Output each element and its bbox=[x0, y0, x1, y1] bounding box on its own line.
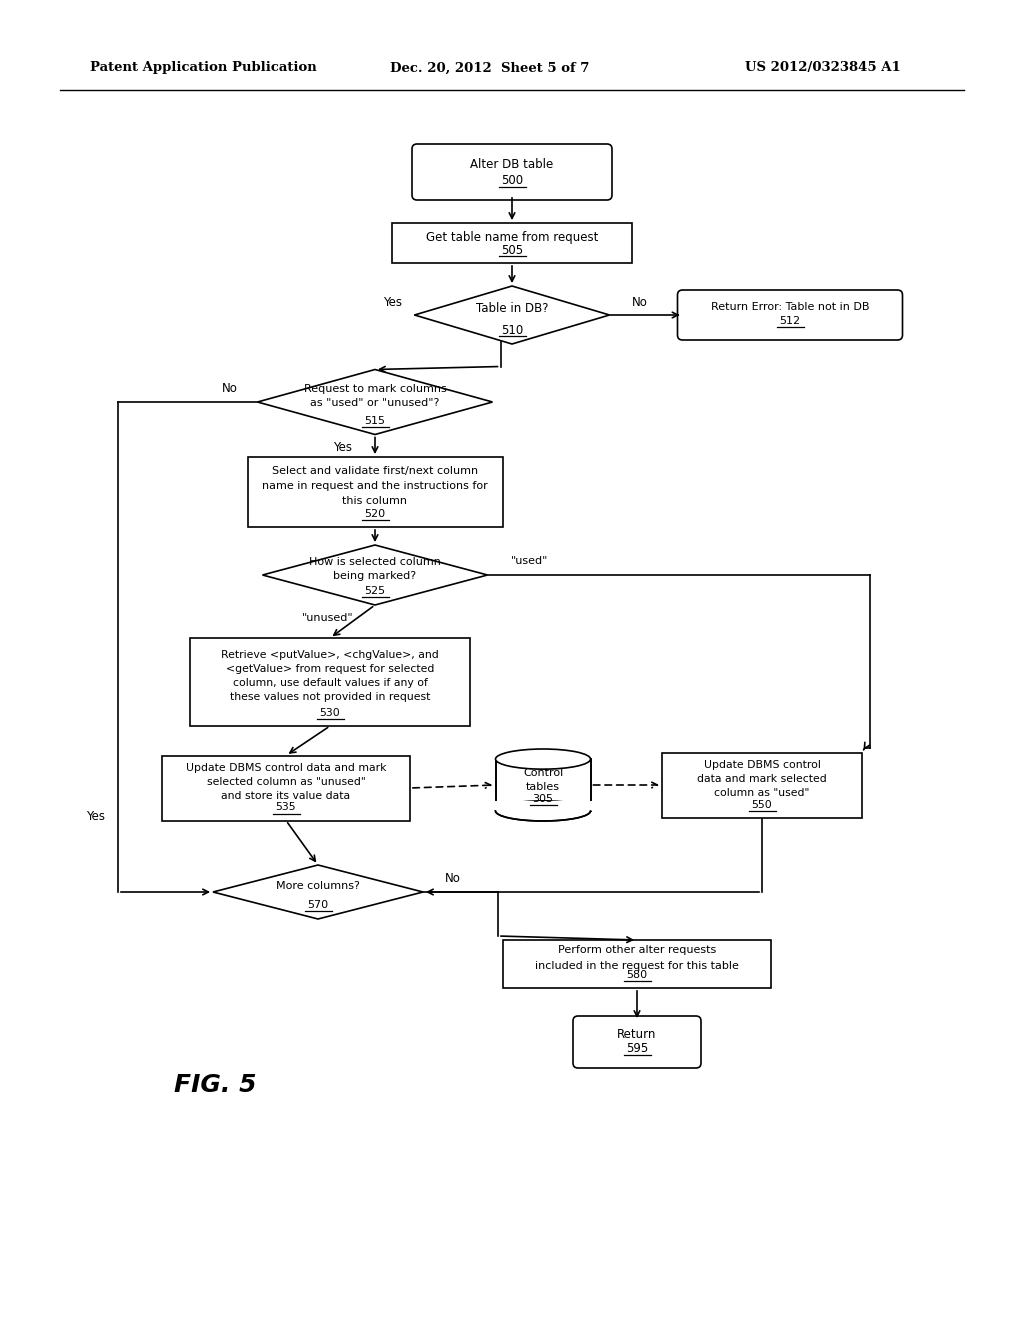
Text: selected column as "unused": selected column as "unused" bbox=[207, 777, 366, 787]
Text: <getValue> from request for selected: <getValue> from request for selected bbox=[226, 664, 434, 673]
Text: 570: 570 bbox=[307, 900, 329, 909]
Text: 550: 550 bbox=[752, 800, 772, 809]
Text: tables: tables bbox=[526, 781, 560, 792]
Text: these values not provided in request: these values not provided in request bbox=[229, 693, 430, 702]
FancyBboxPatch shape bbox=[573, 1016, 701, 1068]
Text: No: No bbox=[632, 297, 647, 309]
Text: US 2012/0323845 A1: US 2012/0323845 A1 bbox=[745, 62, 901, 74]
Text: Return Error: Table not in DB: Return Error: Table not in DB bbox=[711, 302, 869, 312]
Text: 530: 530 bbox=[319, 708, 340, 718]
Polygon shape bbox=[213, 865, 423, 919]
Bar bbox=[662, 752, 862, 817]
Polygon shape bbox=[415, 286, 609, 345]
Text: Update DBMS control data and mark: Update DBMS control data and mark bbox=[185, 763, 386, 774]
Text: Dec. 20, 2012  Sheet 5 of 7: Dec. 20, 2012 Sheet 5 of 7 bbox=[390, 62, 590, 74]
Text: Perform other alter requests: Perform other alter requests bbox=[558, 945, 716, 956]
Polygon shape bbox=[262, 545, 487, 605]
Text: Update DBMS control: Update DBMS control bbox=[703, 760, 820, 770]
Text: Return: Return bbox=[617, 1027, 656, 1040]
Bar bbox=[503, 940, 771, 987]
Text: 505: 505 bbox=[501, 243, 523, 256]
Text: included in the request for this table: included in the request for this table bbox=[536, 961, 739, 970]
Text: Yes: Yes bbox=[334, 441, 352, 454]
Text: How is selected column: How is selected column bbox=[309, 557, 441, 568]
Text: Get table name from request: Get table name from request bbox=[426, 231, 598, 243]
Text: as "used" or "unused"?: as "used" or "unused"? bbox=[310, 399, 439, 408]
Text: No: No bbox=[221, 383, 238, 396]
Text: 520: 520 bbox=[365, 510, 386, 519]
Text: this column: this column bbox=[342, 496, 408, 506]
Polygon shape bbox=[257, 370, 493, 434]
Text: Table in DB?: Table in DB? bbox=[476, 302, 548, 315]
Text: being marked?: being marked? bbox=[334, 572, 417, 581]
Text: Alter DB table: Alter DB table bbox=[470, 157, 554, 170]
Text: No: No bbox=[445, 873, 461, 886]
Text: column, use default values if any of: column, use default values if any of bbox=[232, 678, 427, 688]
Text: "used": "used" bbox=[511, 556, 548, 566]
Text: Select and validate first/next column: Select and validate first/next column bbox=[272, 466, 478, 475]
Bar bbox=[496, 759, 591, 810]
Bar bbox=[162, 755, 410, 821]
FancyBboxPatch shape bbox=[678, 290, 902, 341]
Ellipse shape bbox=[496, 748, 591, 770]
Text: 595: 595 bbox=[626, 1043, 648, 1056]
Text: 512: 512 bbox=[779, 315, 801, 326]
Text: and store its value data: and store its value data bbox=[221, 791, 350, 801]
Text: Yes: Yes bbox=[383, 296, 402, 309]
Text: column as "used": column as "used" bbox=[715, 788, 810, 799]
Text: 535: 535 bbox=[275, 803, 296, 813]
FancyBboxPatch shape bbox=[412, 144, 612, 201]
Text: Control: Control bbox=[523, 768, 563, 779]
Text: data and mark selected: data and mark selected bbox=[697, 774, 826, 784]
Bar bbox=[248, 457, 503, 527]
Ellipse shape bbox=[496, 801, 591, 821]
Text: 525: 525 bbox=[365, 586, 386, 597]
Bar bbox=[190, 638, 470, 726]
Bar bbox=[495, 801, 592, 810]
Text: 515: 515 bbox=[365, 416, 385, 425]
Text: More columns?: More columns? bbox=[276, 880, 360, 891]
Text: Yes: Yes bbox=[86, 810, 105, 824]
Text: 305: 305 bbox=[532, 793, 554, 804]
Text: Request to mark columns: Request to mark columns bbox=[304, 384, 446, 393]
Text: 500: 500 bbox=[501, 174, 523, 187]
Text: Patent Application Publication: Patent Application Publication bbox=[90, 62, 316, 74]
Text: FIG. 5: FIG. 5 bbox=[174, 1073, 256, 1097]
Text: name in request and the instructions for: name in request and the instructions for bbox=[262, 480, 487, 491]
Text: "unused": "unused" bbox=[302, 612, 354, 623]
Bar bbox=[392, 223, 632, 263]
Text: 510: 510 bbox=[501, 323, 523, 337]
Text: Retrieve <putValue>, <chgValue>, and: Retrieve <putValue>, <chgValue>, and bbox=[221, 649, 439, 660]
Text: 580: 580 bbox=[627, 970, 647, 979]
